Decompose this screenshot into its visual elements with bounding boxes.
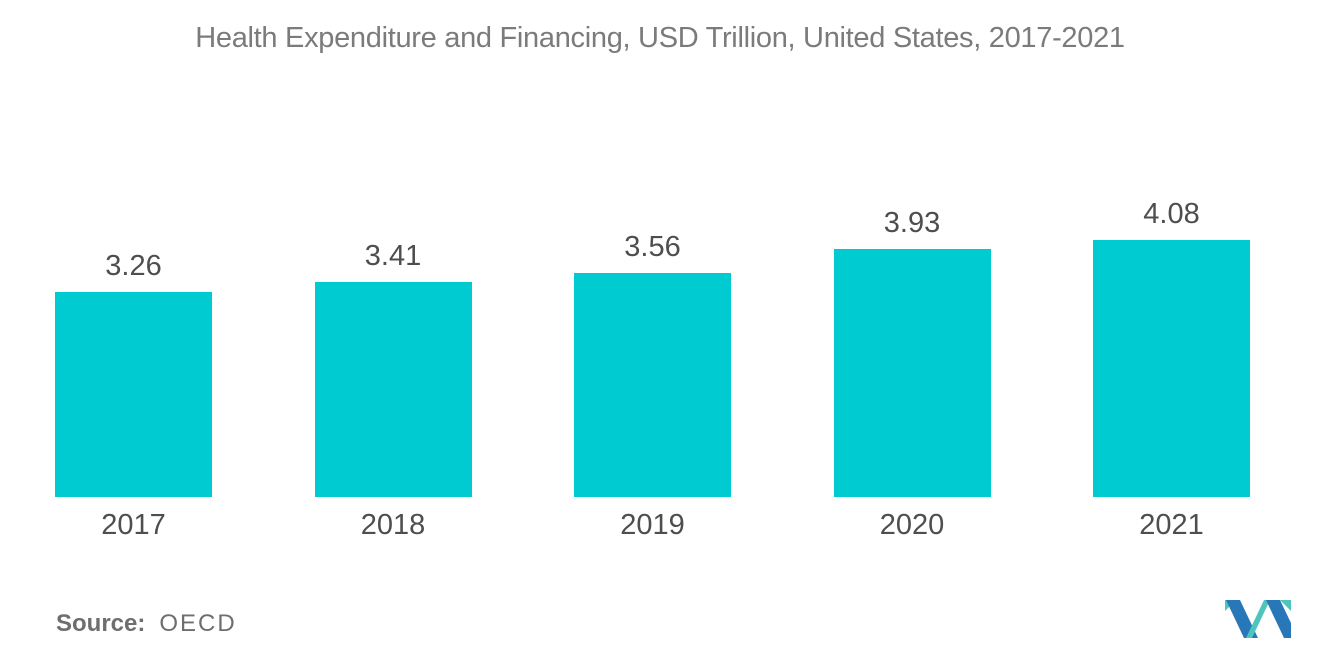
- chart-title: Health Expenditure and Financing, USD Tr…: [195, 22, 1125, 54]
- bar-group: 3.93 2020: [833, 207, 991, 541]
- x-axis-tick-label: 2017: [101, 509, 166, 541]
- x-axis-tick-label: 2020: [879, 509, 945, 541]
- bar: [55, 292, 212, 497]
- bar: [1093, 240, 1250, 497]
- logo-teal-triangle-right: [1280, 600, 1291, 611]
- bar-value-label: 3.93: [883, 207, 941, 239]
- bar-group: 3.56 2019: [574, 231, 731, 541]
- bar-chart: 3.26 2017 3.41 2018 3.56 2019 3.93 2020 4.08 2021: [55, 198, 1250, 541]
- x-axis-tick-label: 2019: [620, 509, 685, 541]
- bar-group: 4.08 2021: [1093, 198, 1250, 541]
- x-axis-tick-label: 2018: [360, 509, 426, 541]
- bar: [833, 249, 991, 497]
- logo-blue-downstroke-left: [1226, 600, 1258, 638]
- mordor-intelligence-logo: [1225, 600, 1291, 638]
- bar-value-label: 3.56: [624, 231, 681, 263]
- logo-teal-upstroke: [1246, 600, 1270, 638]
- bar-group: 3.41 2018: [314, 240, 472, 541]
- source-label: Source:: [56, 610, 146, 637]
- x-axis-tick-label: 2021: [1139, 509, 1204, 541]
- source-line: Source: OECD: [56, 610, 237, 638]
- bar-value-label: 3.41: [364, 240, 422, 272]
- bar: [314, 282, 472, 497]
- bar: [574, 273, 731, 497]
- bar-value-label: 3.26: [105, 250, 162, 282]
- source-value: OECD: [159, 610, 237, 637]
- bar-group: 3.26 2017: [55, 250, 212, 541]
- logo-blue-downstroke-right: [1266, 600, 1291, 638]
- bar-value-label: 4.08: [1143, 198, 1200, 230]
